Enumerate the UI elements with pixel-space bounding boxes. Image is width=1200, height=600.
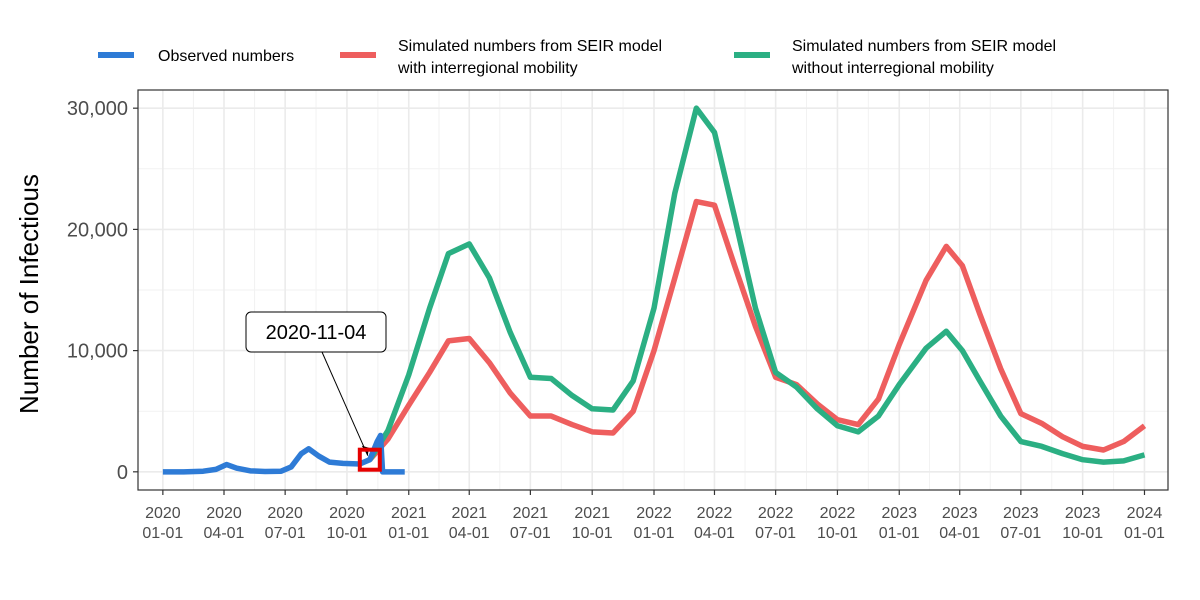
x-tick-year: 2023 [942,505,978,522]
x-tick-label: 2020 10-01 [326,505,367,542]
x-tick-monthday: 01-01 [634,525,675,542]
x-tick-monthday: 07-01 [755,525,796,542]
y-axis-label: Number of Infectious [14,174,44,414]
legend-label-line2: without interregional mobility [791,60,994,77]
x-tick-year: 2022 [636,505,672,522]
x-tick-year: 2022 [697,505,733,522]
x-tick-monthday: 10-01 [326,525,367,542]
x-tick-year: 2021 [451,505,487,522]
x-tick-label: 2020 01-01 [142,505,183,542]
x-tick-monthday: 10-01 [572,525,613,542]
annotation-label: 2020-11-04 [266,322,367,344]
x-tick-monthday: 01-01 [388,525,429,542]
annotation-marker [357,447,382,472]
x-tick-label: 2021 10-01 [572,505,613,542]
x-tick-label: 2020 07-01 [265,505,306,542]
x-tick-label: 2023 04-01 [939,505,980,542]
x-tick-year: 2020 [329,505,365,522]
x-tick-label: 2022 07-01 [755,505,796,542]
x-tick-monthday: 04-01 [694,525,735,542]
legend-label-line2: with interregional mobility [397,60,578,77]
x-tick-monthday: 07-01 [265,525,306,542]
x-tick-monthday: 01-01 [879,525,920,542]
x-tick-monthday: 10-01 [1062,525,1103,542]
x-tick-monthday: 04-01 [449,525,490,542]
x-tick-year: 2021 [513,505,549,522]
x-tick-year: 2020 [267,505,303,522]
series-layer [162,105,1147,475]
x-tick-monthday: 01-01 [1124,525,1165,542]
x-tick-label: 2022 10-01 [817,505,858,542]
legend-item-1: Simulated numbers from SEIR model with in… [340,38,662,77]
annotation: 2020-11-04 [245,311,387,472]
legend-label-line1: Observed numbers [158,48,294,65]
x-tick-year: 2020 [206,505,242,522]
legend-label-line1: Simulated numbers from SEIR model [792,38,1056,55]
annotation-leader-line [321,351,369,456]
x-tick-year: 2023 [1065,505,1101,522]
x-tick-monthday: 04-01 [939,525,980,542]
x-tick-year: 2022 [758,505,794,522]
x-tick-year: 2023 [1003,505,1039,522]
legend-label-line1: Simulated numbers from SEIR model [398,38,662,55]
x-tick-label: 2022 01-01 [634,505,675,542]
x-tick-label: 2021 01-01 [388,505,429,542]
legend-item-0: Observed numbers [98,48,294,65]
x-tick-label: 2023 10-01 [1062,505,1103,542]
y-tick-label: 20,000 [67,219,128,241]
y-tick-label: 30,000 [67,98,128,120]
y-tick-label: 10,000 [67,341,128,363]
legend: Observed numbers Simulated numbers from S… [98,38,1056,77]
x-tick-label: 2021 07-01 [510,505,551,542]
x-tick-year: 2021 [574,505,610,522]
x-tick-monthday: 07-01 [510,525,551,542]
x-tick-monthday: 01-01 [142,525,183,542]
x-tick-year: 2021 [391,505,427,522]
x-tick-monthday: 07-01 [1000,525,1041,542]
x-tick-label: 2021 04-01 [449,505,490,542]
series-line-0 [162,432,405,475]
x-tick-monthday: 10-01 [817,525,858,542]
x-tick-year: 2022 [820,505,856,522]
x-tick-label: 2023 01-01 [879,505,920,542]
x-tick-year: 2020 [145,505,181,522]
legend-item-2: Simulated numbers from SEIR model without… [734,38,1056,77]
x-tick-year: 2024 [1127,505,1163,522]
x-tick-year: 2023 [881,505,917,522]
annotation-box [245,311,387,353]
y-tick-label: 0 [117,462,128,484]
series-line-1 [367,198,1147,462]
series-line-2 [367,105,1146,465]
x-tick-label: 2024 01-01 [1124,505,1165,542]
x-tick-label: 2022 04-01 [694,505,735,542]
plot-border [137,89,1169,491]
x-tick-monthday: 04-01 [204,525,245,542]
x-tick-label: 2023 07-01 [1000,505,1041,542]
x-tick-label: 2020 04-01 [204,505,245,542]
